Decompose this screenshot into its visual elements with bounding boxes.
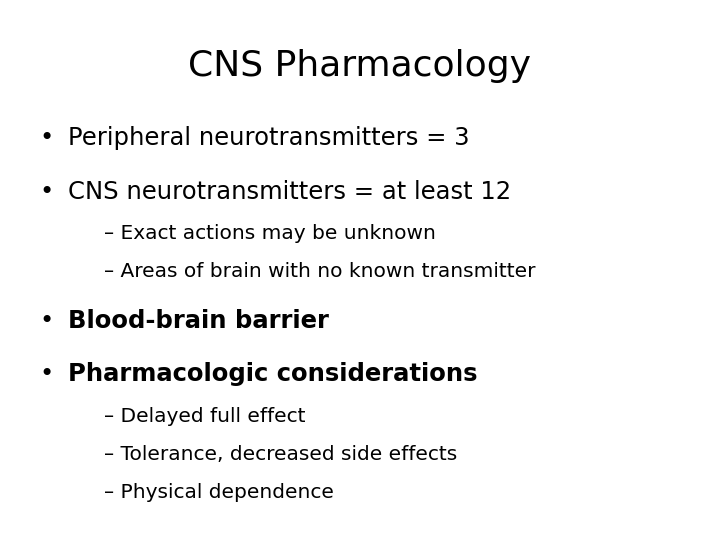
Text: Blood-brain barrier: Blood-brain barrier (68, 309, 329, 333)
Text: Peripheral neurotransmitters = 3: Peripheral neurotransmitters = 3 (68, 126, 470, 150)
Text: •: • (40, 362, 54, 386)
Text: •: • (40, 180, 54, 204)
Text: – Delayed full effect: – Delayed full effect (104, 407, 306, 427)
Text: – Physical dependence: – Physical dependence (104, 483, 334, 502)
Text: – Areas of brain with no known transmitter: – Areas of brain with no known transmitt… (104, 262, 536, 281)
Text: •: • (40, 126, 54, 150)
Text: Pharmacologic considerations: Pharmacologic considerations (68, 362, 478, 386)
Text: CNS Pharmacology: CNS Pharmacology (189, 49, 531, 83)
Text: – Tolerance, decreased side effects: – Tolerance, decreased side effects (104, 445, 458, 464)
Text: – Exact actions may be unknown: – Exact actions may be unknown (104, 224, 436, 244)
Text: CNS neurotransmitters = at least 12: CNS neurotransmitters = at least 12 (68, 180, 511, 204)
Text: •: • (40, 309, 54, 333)
